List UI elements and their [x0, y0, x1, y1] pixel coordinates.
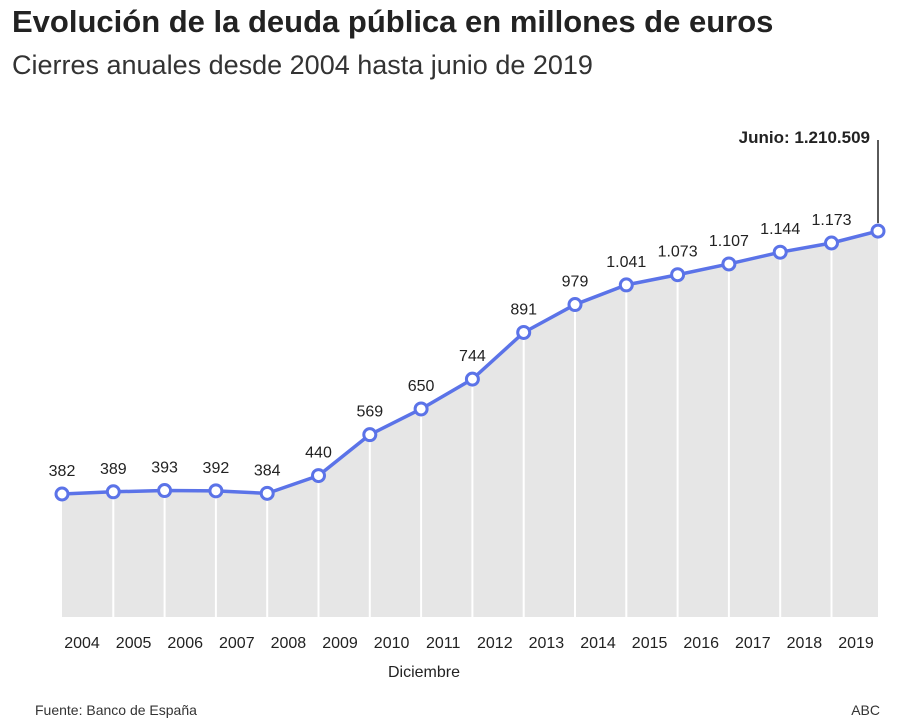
data-point	[772, 244, 788, 260]
data-point	[670, 267, 686, 283]
chart-subtitle: Cierres anuales desde 2004 hasta junio d…	[12, 50, 593, 80]
data-point	[464, 371, 480, 387]
data-point	[105, 484, 121, 500]
x-tick-label: 2018	[787, 635, 823, 652]
x-tick-label: 2006	[167, 635, 203, 652]
x-tick-label: 2005	[116, 635, 152, 652]
x-tick-label: 2019	[838, 635, 874, 652]
chart-title: Evolución de la deuda pública en millone…	[12, 4, 774, 39]
data-point	[157, 483, 173, 499]
data-point	[311, 468, 326, 484]
data-point	[362, 427, 378, 443]
data-label: 440	[305, 445, 332, 462]
data-point	[824, 235, 839, 251]
data-point	[870, 223, 886, 239]
data-label: 979	[562, 274, 589, 291]
brand-label: ABC	[851, 702, 880, 718]
area-fill	[62, 231, 878, 617]
data-point	[618, 277, 634, 293]
data-label: 384	[254, 462, 281, 479]
x-axis-label: Diciembre	[388, 664, 460, 681]
data-label: 569	[356, 404, 383, 421]
data-label: 744	[459, 348, 486, 365]
x-tick-label: 2012	[477, 635, 513, 652]
x-tick-label: 2014	[580, 635, 616, 652]
data-label: 1.144	[760, 221, 800, 238]
x-tick-label: 2015	[632, 635, 668, 652]
data-label: 393	[151, 460, 178, 477]
x-tick-label: 2017	[735, 635, 771, 652]
data-label: 1.073	[658, 244, 698, 261]
x-tick-label: 2009	[322, 635, 358, 652]
data-point	[54, 486, 70, 502]
x-tick-label: 2010	[374, 635, 410, 652]
data-label: 891	[510, 301, 537, 318]
x-tick-label: 2007	[219, 635, 255, 652]
data-point	[721, 256, 737, 272]
data-label: 1.173	[811, 212, 851, 229]
x-tick-label: 2008	[271, 635, 307, 652]
data-label: 1.107	[709, 233, 749, 250]
data-label: 382	[49, 463, 76, 480]
data-label: 392	[203, 460, 230, 477]
annotation-label: Junio: 1.210.509	[739, 128, 870, 147]
source-note: Fuente: Banco de España	[35, 702, 197, 718]
data-point	[413, 401, 429, 417]
x-tick-label: 2011	[426, 635, 461, 652]
data-label: 650	[408, 378, 435, 395]
data-point	[567, 297, 583, 313]
data-point	[516, 324, 532, 340]
x-tick-label: 2016	[683, 635, 719, 652]
data-point	[208, 483, 224, 499]
data-point	[259, 485, 275, 501]
data-label: 1.041	[606, 254, 646, 271]
x-tick-label: 2013	[529, 635, 565, 652]
x-tick-label: 2004	[64, 635, 100, 652]
data-label: 389	[100, 461, 127, 478]
